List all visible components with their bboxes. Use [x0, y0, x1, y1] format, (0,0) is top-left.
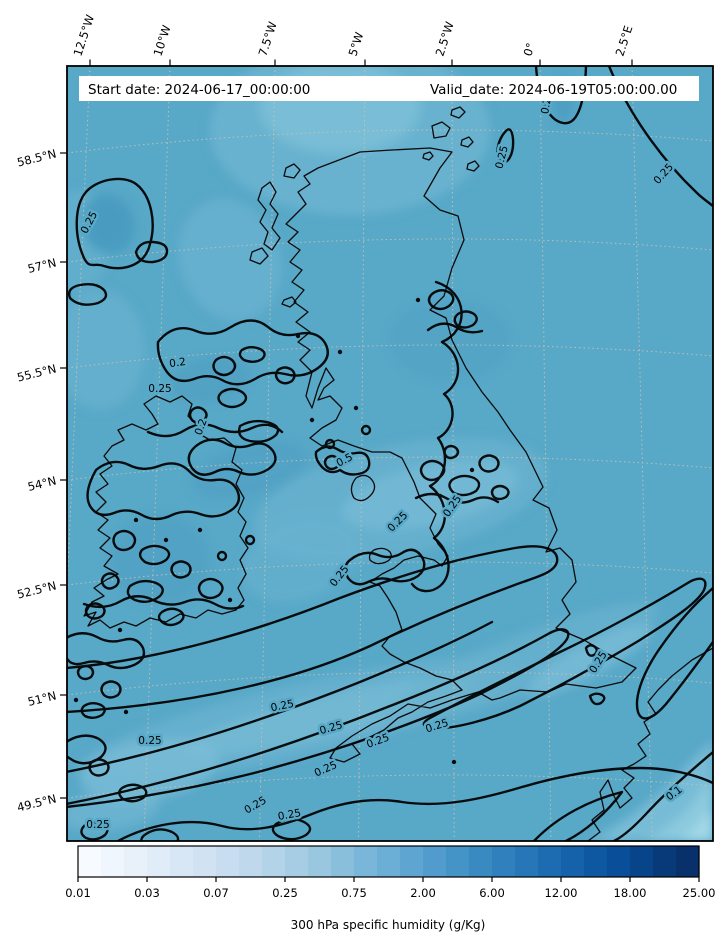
top-axis-ticks: 12.5°W 10°W 7.5°W 5°W 2.5°W 0° 2.5°E — [71, 13, 636, 67]
coastline-hebrides — [249, 163, 301, 308]
contour-label: 0.2 — [168, 356, 186, 370]
y-tick-label: 58.5°N — [16, 146, 58, 169]
graticule-parallel — [67, 774, 713, 799]
colorbar-segment — [469, 846, 493, 877]
colorbar-segment — [630, 846, 654, 877]
colorbar-segment — [492, 846, 516, 877]
left-axis-ticks: 58.5°N 57°N 55.5°N 54°N 52.5°N 51°N 49.5°N — [16, 146, 67, 815]
colorbar-segment — [78, 846, 102, 877]
graticule-parallel — [67, 129, 713, 154]
colorbar-tick-label: 0.03 — [134, 886, 160, 900]
start-date-label: Start date: 2024-06-17_00:00:00 — [88, 82, 310, 98]
colorbar-segment — [561, 846, 585, 877]
colorbar-segment — [124, 846, 148, 877]
valid-date-label: Valid_date: 2024-06-19T05:00:00.00 — [430, 82, 677, 98]
colorbar-segment — [400, 846, 424, 877]
y-tick-label: 54°N — [26, 473, 58, 494]
graticule-layer — [67, 66, 713, 841]
x-tick-label: 0° — [521, 41, 538, 58]
colorbar-segment — [653, 846, 677, 877]
colorbar-border — [77, 845, 700, 878]
colorbar-segment — [584, 846, 608, 877]
contour-label: 0.25 — [86, 819, 109, 831]
coastline-great-britain — [285, 147, 637, 763]
graticule-parallel — [67, 561, 713, 586]
colorbar-title: 300 hPa specific humidity (g/Kg) — [291, 918, 486, 932]
contour-layer — [67, 66, 713, 841]
coastline-anglesey — [368, 547, 392, 565]
colorbar-segment — [423, 846, 447, 877]
y-tick-label: 57°N — [26, 255, 58, 276]
colorbar-segment — [101, 846, 125, 877]
colorbar-segment — [515, 846, 539, 877]
colorbar-segment — [676, 846, 700, 877]
colorbar-tick-label: 12.00 — [545, 886, 578, 900]
colorbar-segment — [239, 846, 263, 877]
x-tick-label: 5°W — [346, 30, 367, 58]
graticule-parallel — [67, 456, 713, 481]
y-tick-label: 52.5°N — [16, 578, 58, 601]
x-tick-label: 7.5°W — [256, 20, 280, 58]
x-tick-label: 12.5°W — [71, 13, 98, 58]
colorbar-segment — [147, 846, 171, 877]
graticule-meridian — [451, 66, 455, 841]
colorbar-segment — [538, 846, 562, 877]
colorbar-segment — [607, 846, 631, 877]
y-tick-label: 55.5°N — [16, 361, 58, 384]
colorbar: 0.01 0.03 0.07 0.25 0.75 2.00 6.00 12.00 18.00 25… — [65, 845, 716, 900]
graticule-parallel — [67, 671, 713, 696]
graticule-meridian — [259, 66, 276, 841]
x-tick-label: 10°W — [151, 23, 174, 58]
colorbar-segment — [170, 846, 194, 877]
colorbar-segment — [308, 846, 332, 877]
graticule-parallel — [67, 238, 713, 263]
graticule-meridian — [631, 66, 653, 841]
map-frame — [66, 65, 714, 842]
colorbar-segment — [285, 846, 309, 877]
colorbar-tick-label: 0.25 — [272, 886, 298, 900]
contour-dot-minima — [73, 297, 475, 765]
colorbar-tick-label: 25.00 — [683, 886, 716, 900]
contour-label: 0.25 — [138, 735, 161, 747]
graticule-parallel — [67, 344, 713, 369]
colorbar-tick-label: 0.75 — [341, 886, 367, 900]
colorbar-tick-label: 0.01 — [65, 886, 91, 900]
colorbar-tick-label: 0.07 — [203, 886, 229, 900]
colorbar-tick-label: 18.00 — [614, 886, 647, 900]
colorbar-segment — [193, 846, 217, 877]
y-tick-label: 51°N — [26, 688, 58, 709]
coastline-isle-of-man — [350, 474, 376, 502]
graticule-meridian — [143, 66, 171, 841]
y-tick-label: 49.5°N — [16, 791, 58, 814]
coastline-ireland — [83, 395, 249, 629]
x-tick-label: 2.5°E — [613, 24, 636, 58]
colorbar-segment — [354, 846, 378, 877]
colorbar-segment — [446, 846, 470, 877]
x-tick-label: 2.5°W — [433, 20, 457, 58]
colorbar-segment — [262, 846, 286, 877]
title-bar-background — [79, 76, 699, 101]
colorbar-segment — [331, 846, 355, 877]
graticule-meridian — [539, 66, 552, 841]
colorbar-tick-label: 6.00 — [479, 886, 505, 900]
colorbar-tick-label: 2.00 — [410, 886, 436, 900]
graticule-meridian — [67, 66, 91, 602]
colorbar-segment — [216, 846, 240, 877]
colorbar-segment — [377, 846, 401, 877]
contour-label: 0.25 — [148, 383, 171, 395]
coastline-northern-isles — [422, 106, 480, 172]
